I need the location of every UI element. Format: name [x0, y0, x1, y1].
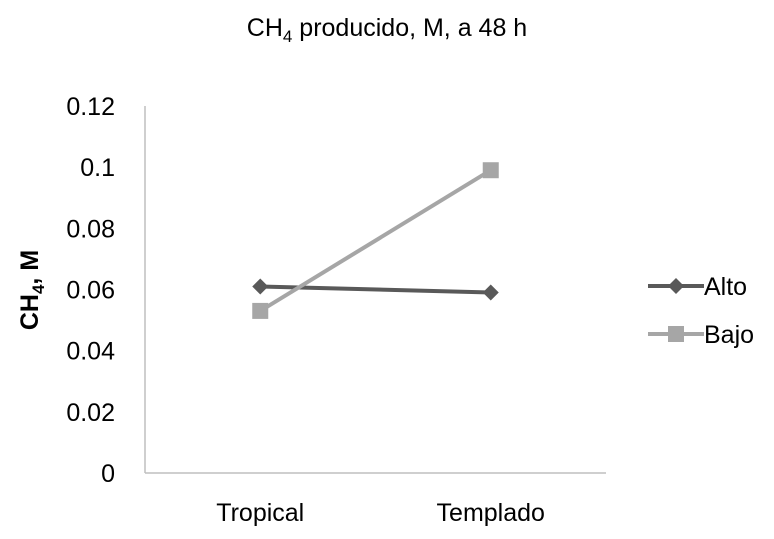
- x-tick-label: Templado: [437, 499, 545, 527]
- chart-title-prefix: CH: [247, 14, 283, 42]
- y-tick-label: 0.1: [80, 154, 115, 182]
- data-point-bajo: [482, 162, 499, 179]
- legend-marker-alto: [668, 278, 684, 294]
- y-axis-ticks: 0 0.02 0.04 0.06 0.08 0.1 0.12: [66, 93, 115, 488]
- y-tick-label: 0.04: [66, 338, 115, 366]
- y-axis-label: CH4, M: [16, 250, 48, 330]
- chart-title: CH4 producido, M, a 48 h: [247, 14, 527, 46]
- series-layer: [252, 162, 499, 319]
- series-line-bajo: [259, 168, 492, 313]
- y-axis-label-subscript: 4: [29, 284, 48, 294]
- chart-title-subscript: 4: [283, 27, 292, 46]
- legend-label-bajo: Bajo: [704, 321, 754, 349]
- y-tick-label: 0.12: [66, 93, 115, 121]
- y-tick-label: 0.08: [66, 215, 115, 243]
- x-axis-ticks: Tropical Templado: [216, 499, 545, 527]
- y-tick-label: 0.02: [66, 399, 115, 427]
- y-tick-label: 0: [101, 460, 115, 488]
- x-tick-label: Tropical: [216, 499, 304, 527]
- y-axis-label-suffix: , M: [16, 250, 44, 285]
- data-point-bajo: [252, 302, 269, 319]
- data-point-alto: [252, 278, 269, 295]
- y-axis-label-prefix: CH: [16, 294, 44, 330]
- legend-label-alto: Alto: [704, 273, 747, 301]
- chart-title-suffix: producido, M, a 48 h: [292, 14, 527, 42]
- data-point-alto: [482, 284, 499, 301]
- y-tick-label: 0.06: [66, 277, 115, 305]
- legend-marker-bajo: [668, 326, 684, 342]
- legend: Alto Bajo: [648, 273, 754, 349]
